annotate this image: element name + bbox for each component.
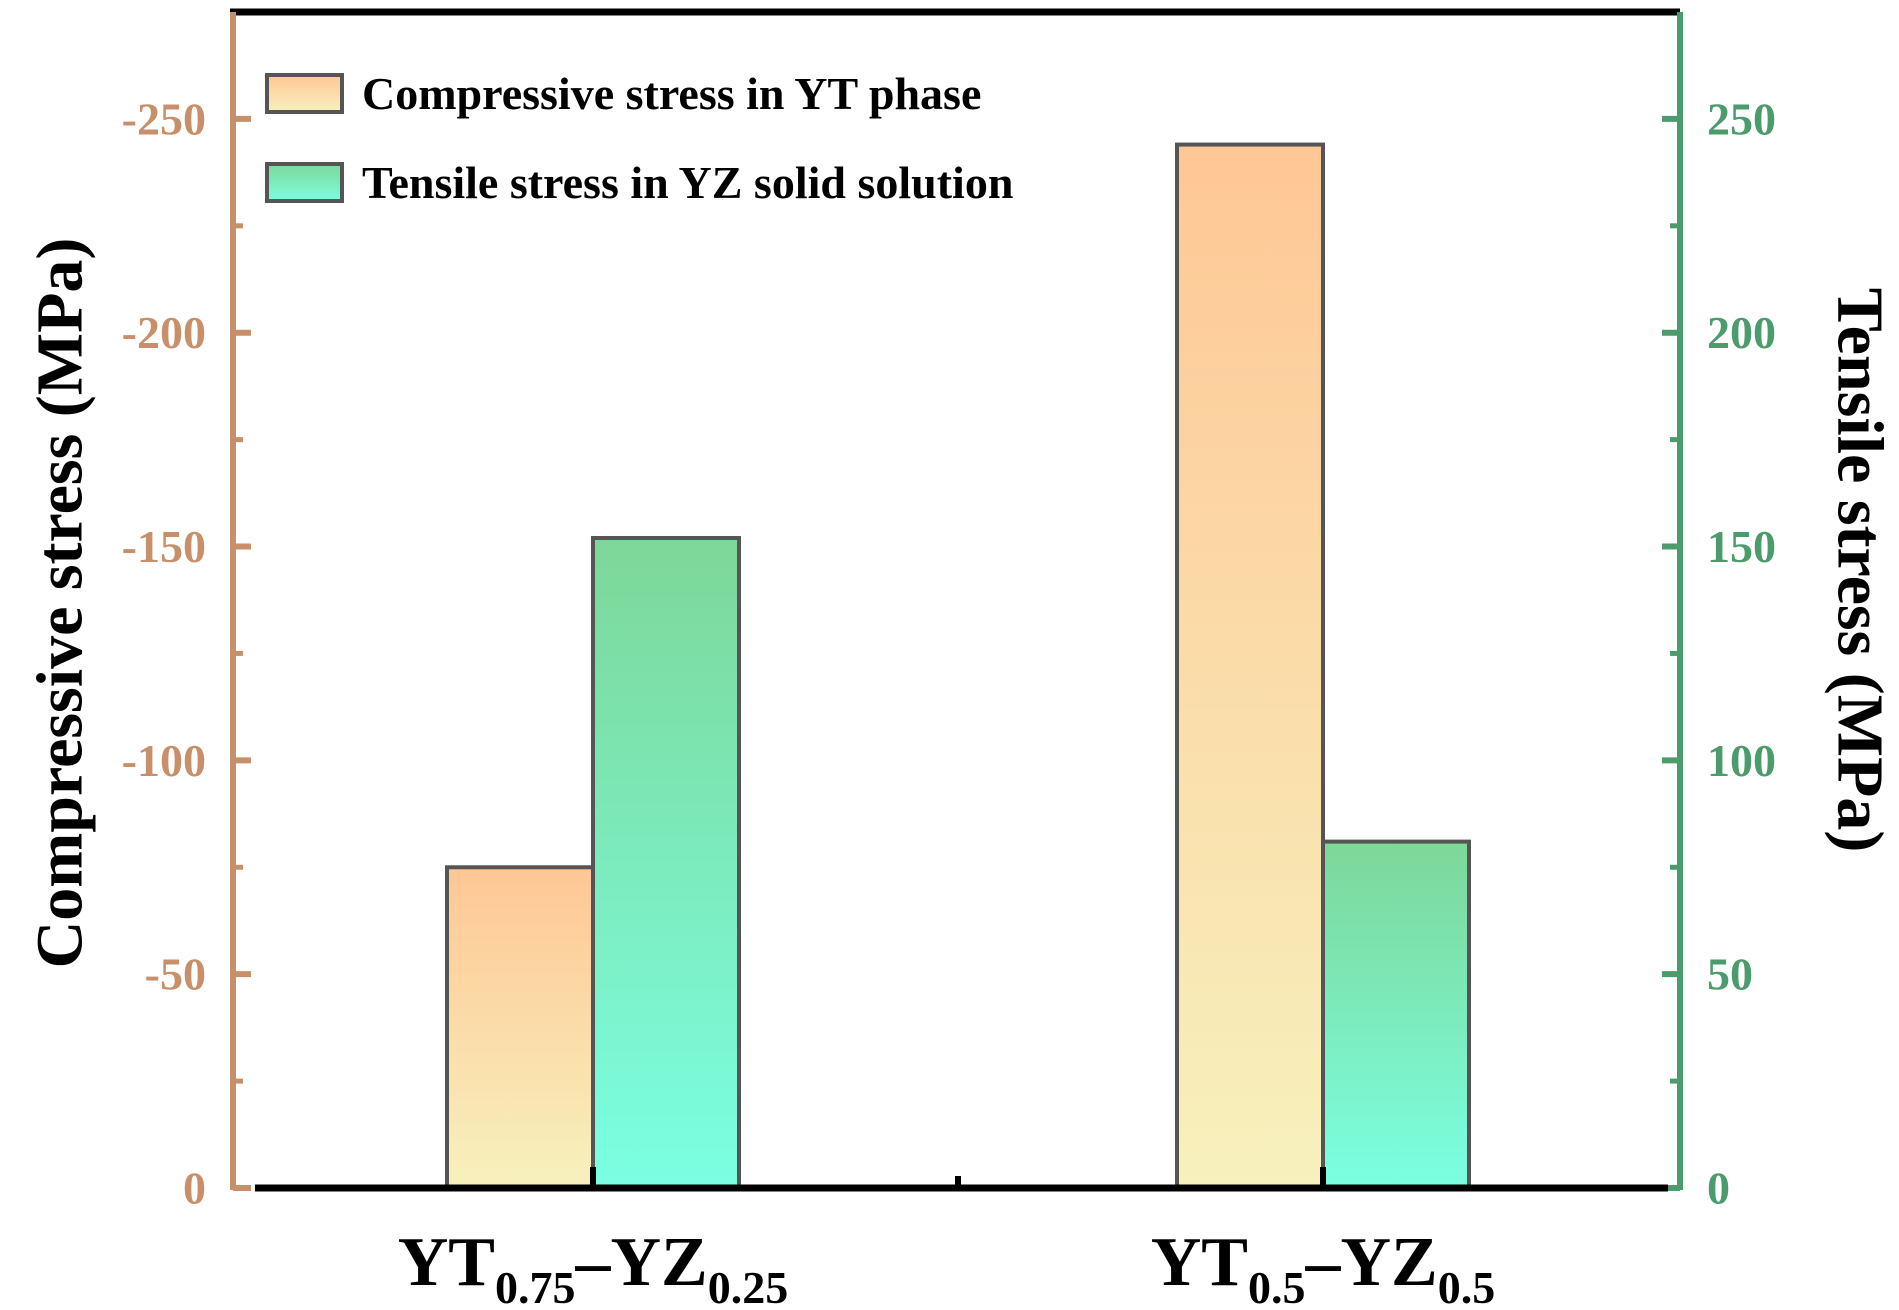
legend-label-compressive: Compressive stress in YT phase <box>362 68 981 119</box>
legend-swatch-tensile <box>265 162 344 203</box>
right-tick-label: 250 <box>1707 93 1776 144</box>
bar-tensile <box>1321 839 1471 1191</box>
category-1-dash: – <box>575 1224 612 1301</box>
left-tick-label: -100 <box>122 735 206 786</box>
bar-compressive <box>1175 142 1325 1191</box>
category-label-2: YT0.5–YZ0.5 <box>1151 1224 1496 1310</box>
legend: Compressive stress in YT phase Tensile s… <box>265 68 1013 208</box>
category-label-1: YT0.75–YZ0.25 <box>398 1224 789 1310</box>
left-tick-label: -200 <box>122 307 206 358</box>
category-1-main2: YZ <box>611 1224 708 1301</box>
left-axis-title: Compressive stress (MPa) <box>24 238 97 969</box>
right-axis-title: Tensile stress (MPa) <box>1824 288 1897 853</box>
left-tick-label: 0 <box>183 1163 206 1214</box>
left-axis-ticks: 0 -50 -100 -150 -200 -250 <box>122 93 251 1214</box>
category-2-main1: YT <box>1151 1224 1248 1301</box>
bar-tensile <box>591 535 741 1190</box>
bars-group <box>445 142 1471 1191</box>
category-2-sub1: 0.5 <box>1248 1262 1306 1310</box>
category-2-sub2: 0.5 <box>1438 1262 1496 1310</box>
right-tick-label: 200 <box>1707 307 1776 358</box>
right-axis-ticks: 0 50 100 150 200 250 <box>1662 93 1776 1214</box>
category-1-main1: YT <box>398 1224 495 1301</box>
category-2-dash: – <box>1305 1224 1342 1301</box>
category-1-sub1: 0.75 <box>495 1262 576 1310</box>
legend-label-tensile: Tensile stress in YZ solid solution <box>362 157 1013 208</box>
right-tick-label: 100 <box>1707 735 1776 786</box>
left-tick-label: -150 <box>122 521 206 572</box>
left-tick-label: -50 <box>145 949 206 1000</box>
category-2-main2: YZ <box>1341 1224 1438 1301</box>
left-tick-label: -250 <box>122 93 206 144</box>
bar-compressive <box>445 865 595 1190</box>
right-tick-label: 50 <box>1707 949 1753 1000</box>
legend-swatch-compressive <box>265 73 344 114</box>
right-tick-label: 0 <box>1707 1163 1730 1214</box>
right-tick-label: 150 <box>1707 521 1776 572</box>
category-1-sub2: 0.25 <box>708 1262 789 1310</box>
